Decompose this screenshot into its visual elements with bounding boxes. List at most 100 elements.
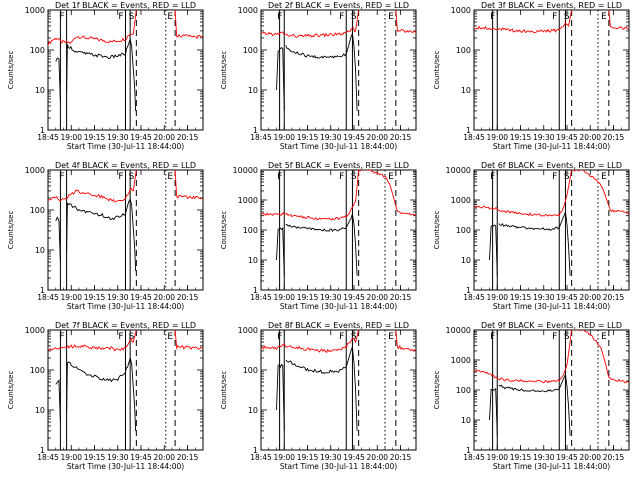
event-marker-label: E [167, 332, 173, 342]
events-series-line [55, 57, 61, 103]
x-tick-label: 20:00 [366, 293, 388, 302]
x-tick-label: 19:00 [486, 453, 508, 462]
x-tick-label: 20:00 [579, 453, 601, 462]
lld-series-line [261, 170, 416, 221]
event-marker-label: E [388, 12, 394, 22]
x-tick-label: 18:45 [37, 293, 59, 302]
x-tick-label: 19:45 [343, 293, 365, 302]
x-axis-label: Start Time (30-Jul-11 18:44:00) [493, 462, 610, 471]
y-tick-label: 1 [466, 286, 471, 295]
y-tick-label: 10 [35, 406, 45, 415]
x-tick-label: 19:45 [130, 293, 152, 302]
event-marker-label: E [601, 172, 607, 182]
y-axis-label: Counts/sec [220, 211, 228, 250]
y-tick-label: 1000 [238, 6, 258, 15]
event-marker-label: S [564, 332, 570, 342]
panel-title: Det 7f BLACK = Events, RED = LLD [55, 321, 196, 330]
events-series-line [66, 356, 137, 431]
panel-5: Det 5f BLACK = Events, RED = LLD 1 10 100 10… [220, 161, 417, 311]
events-series-line [489, 387, 498, 436]
panel-6: Det 6f BLACK = Events, RED = LLD 1 10 100 10… [433, 161, 630, 311]
event-marker-label: F [552, 12, 557, 22]
x-tick-label: 20:15 [603, 453, 625, 462]
event-marker-label: F [277, 332, 282, 342]
events-series-line [276, 47, 285, 111]
panel-title: Det 1f BLACK = Events, RED = LLD [55, 1, 196, 10]
event-marker-label: S [351, 172, 357, 182]
panel-title: Det 2f BLACK = Events, RED = LLD [268, 1, 409, 10]
x-tick-label: 20:00 [153, 133, 175, 142]
events-series-line [489, 224, 498, 276]
event-marker-label: E [601, 332, 607, 342]
panel-1: Det 1f BLACK = Events, RED = LLD 1 10 100 10… [7, 1, 204, 151]
x-tick-label: 19:30 [107, 293, 129, 302]
panel-3: Det 3f BLACK = Events, RED = LLD 1 10 100 10… [433, 1, 630, 151]
panel-title: Det 8f BLACK = Events, RED = LLD [268, 321, 409, 330]
lld-series-line [395, 10, 416, 34]
y-tick-label: 100 [456, 386, 471, 395]
y-tick-label: 100 [243, 366, 258, 375]
x-tick-label: 20:15 [603, 133, 625, 142]
x-tick-label: 19:45 [556, 133, 578, 142]
x-tick-label: 20:15 [603, 293, 625, 302]
x-tick-label: 19:00 [273, 293, 295, 302]
y-tick-label: 10 [461, 256, 471, 265]
x-tick-label: 19:00 [60, 133, 82, 142]
x-tick-label: 20:00 [366, 453, 388, 462]
lld-series-line [474, 330, 629, 384]
panel-title: Det 3f BLACK = Events, RED = LLD [481, 1, 622, 10]
x-tick-label: 19:15 [297, 453, 319, 462]
x-axis-label: Start Time (30-Jul-11 18:44:00) [493, 302, 610, 311]
panel-4: Det 4f BLACK = Events, RED = LLD 1 10 100 10… [7, 161, 204, 311]
y-tick-label: 10 [248, 256, 258, 265]
panel-title: Det 4f BLACK = Events, RED = LLD [55, 161, 196, 170]
y-tick-label: 1000 [25, 326, 45, 335]
event-marker-label: F [118, 172, 123, 182]
y-axis-label: Counts/sec [7, 211, 15, 250]
x-tick-label: 18:45 [463, 133, 485, 142]
x-tick-label: 20:00 [153, 453, 175, 462]
panel-2: Det 2f BLACK = Events, RED = LLD 1 10 100 10… [220, 1, 417, 151]
y-axis-label: Counts/sec [7, 51, 15, 90]
y-tick-label: 1 [466, 446, 471, 455]
x-tick-label: 20:15 [177, 293, 199, 302]
x-tick-label: 19:45 [556, 453, 578, 462]
x-tick-label: 20:00 [579, 293, 601, 302]
event-marker-label: F [59, 332, 64, 342]
x-tick-label: 20:00 [153, 293, 175, 302]
y-tick-label: 10000 [446, 166, 471, 175]
x-tick-label: 18:45 [463, 293, 485, 302]
x-tick-label: 19:45 [130, 453, 152, 462]
lld-series-line [474, 170, 629, 217]
x-tick-label: 18:45 [463, 453, 485, 462]
y-tick-label: 100 [30, 46, 45, 55]
event-marker-label: F [118, 12, 123, 22]
event-marker-label: S [129, 12, 135, 22]
x-tick-label: 19:45 [130, 133, 152, 142]
event-marker-label: E [167, 172, 173, 182]
y-tick-label: 10 [248, 406, 258, 415]
x-tick-label: 20:15 [177, 453, 199, 462]
y-tick-label: 100 [456, 46, 471, 55]
event-marker-label: S [564, 12, 570, 22]
x-tick-label: 19:30 [533, 453, 555, 462]
x-tick-label: 19:15 [84, 133, 106, 142]
events-series-line [276, 227, 285, 276]
y-tick-label: 1 [40, 446, 45, 455]
x-axis-label: Start Time (30-Jul-11 18:44:00) [67, 142, 184, 151]
event-marker-label: E [167, 12, 173, 22]
panel-title: Det 5f BLACK = Events, RED = LLD [268, 161, 409, 170]
x-tick-label: 19:00 [486, 293, 508, 302]
events-series-line [285, 213, 358, 276]
event-marker-label: S [129, 332, 135, 342]
lld-series-line [48, 330, 137, 352]
events-series-line [276, 363, 285, 431]
events-series-line [55, 216, 61, 263]
y-tick-label: 10 [35, 86, 45, 95]
x-tick-label: 19:00 [60, 453, 82, 462]
x-tick-label: 19:30 [320, 133, 342, 142]
x-tick-label: 19:30 [107, 133, 129, 142]
y-tick-label: 10 [461, 86, 471, 95]
y-tick-label: 10 [35, 246, 45, 255]
y-tick-label: 100 [30, 366, 45, 375]
